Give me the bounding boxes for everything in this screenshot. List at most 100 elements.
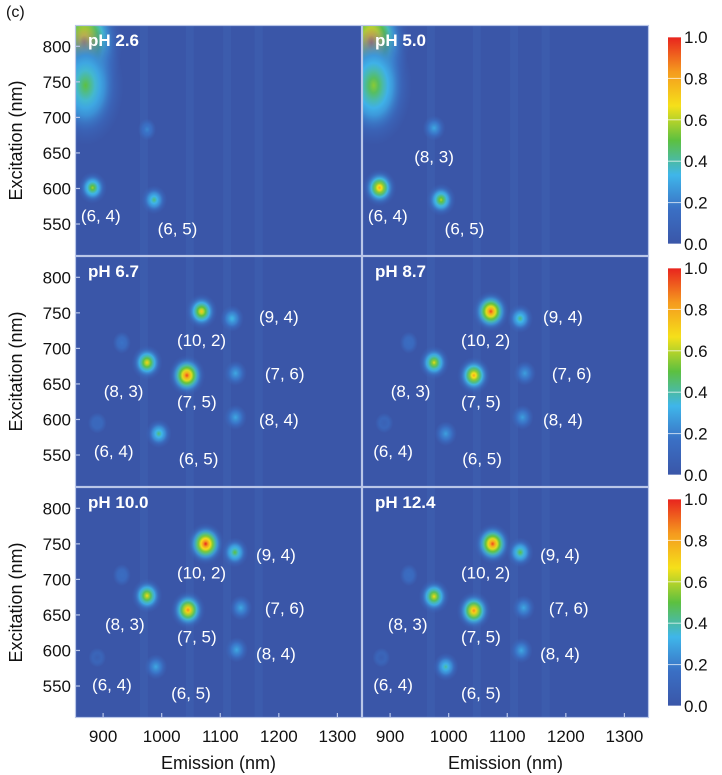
- colorbar-tick-label: 1.0: [684, 28, 708, 47]
- panel-background: [75, 256, 362, 487]
- panel-pH-5-0: pH 5.0 (6, 4) (6, 5) (8, 3): [361, 24, 650, 257]
- colorbar-tick-label: 0.4: [684, 383, 708, 402]
- panel-background: [362, 487, 649, 718]
- peak-8-3: [418, 579, 450, 614]
- peak-label: (7, 5): [461, 393, 501, 412]
- peak-7-5: [168, 355, 206, 396]
- panel-background: [75, 487, 362, 718]
- peak-label: (8, 3): [104, 382, 144, 401]
- panel-border: [74, 486, 363, 719]
- panel-label: pH 12.4: [375, 493, 436, 512]
- panel-pH-10-0: pH 10.0 (10, 2) (9, 4) (8, 3) (7, 5) (7, 6) (8…: [74, 486, 363, 719]
- peak-label: (7, 6): [265, 364, 305, 383]
- peak-label: (6, 5): [462, 450, 502, 469]
- x-tick-label: 900: [376, 727, 404, 746]
- y-axis-label: Excitation (nm): [6, 542, 26, 662]
- peak-label: (9, 4): [543, 307, 583, 326]
- faint-feature: [399, 331, 418, 354]
- peak-label: (9, 4): [540, 546, 580, 565]
- panel-border: [361, 24, 650, 257]
- streak: [185, 25, 194, 256]
- peak-label: (7, 6): [265, 599, 305, 618]
- peak-label: (6, 4): [373, 442, 413, 461]
- streak: [541, 256, 550, 487]
- streak: [541, 25, 550, 256]
- panel-border: [361, 486, 650, 719]
- figure-tag: (c): [6, 4, 25, 21]
- colorbar-tick-label: 0.8: [684, 531, 708, 550]
- scatter-glow: [362, 25, 412, 146]
- peak-8-4: [224, 404, 247, 430]
- peak-label: (7, 6): [549, 599, 589, 618]
- peak-7-6: [224, 360, 247, 386]
- peak-label: (7, 5): [177, 393, 217, 412]
- x-tick-label: 900: [89, 727, 117, 746]
- y-tick-label: 550: [43, 677, 71, 696]
- y-tick-label: 650: [43, 375, 71, 394]
- colorbar-tick-label: 0.2: [684, 425, 708, 444]
- peak-7-6: [512, 595, 535, 621]
- x-tick-label: 1300: [318, 727, 356, 746]
- peak-label: (7, 5): [177, 627, 217, 646]
- streak: [510, 25, 519, 256]
- colorbar-tick-label: 0.2: [684, 656, 708, 675]
- streak: [254, 256, 263, 487]
- streak: [223, 25, 232, 256]
- peak-label: (9, 4): [259, 307, 299, 326]
- peak-7-6: [229, 595, 253, 621]
- peak-label: (8, 3): [388, 615, 428, 634]
- colorbars: 1.0 0.8 0.6 0.4 0.2 0.0 1.0 0.8 0.6 0.4 0.2 0.0 1.0 0…: [668, 28, 708, 716]
- panel-pH-2-6: pH 2.6 (6, 4) (6, 5): [74, 24, 363, 257]
- y-tick-label: 550: [43, 446, 71, 465]
- peak-label: (10, 2): [177, 563, 226, 582]
- peak-8-4: [511, 404, 534, 430]
- peak-9-4: [221, 537, 249, 568]
- peak-6-4: [362, 169, 397, 207]
- peak-8-3: [131, 578, 163, 613]
- colorbar: [668, 499, 681, 706]
- colorbar-tick-label: 0.6: [684, 573, 708, 592]
- peak-6-4: [375, 413, 394, 433]
- peak-6-5: [144, 654, 168, 680]
- x-axis-label: Emission (nm): [448, 753, 563, 773]
- x-tick-label: 1200: [547, 727, 585, 746]
- peak-label: (6, 4): [92, 676, 132, 695]
- y-tick-label: 750: [43, 535, 71, 554]
- x-tick-label: 1000: [430, 727, 468, 746]
- colorbar-tick-label: 0.6: [684, 111, 708, 130]
- peak-6-5: [141, 185, 168, 215]
- x-tick-label: 1200: [260, 727, 298, 746]
- panel-pH-8-7: pH 8.7 (10, 2) (9, 4) (8, 3) (7, 5) (7, 6) (8,…: [361, 255, 650, 488]
- colorbar-tick-label: 0.0: [684, 466, 708, 485]
- peak-8-3: [422, 115, 446, 141]
- peak-6-5: [433, 652, 459, 681]
- peak-6-5: [426, 183, 456, 217]
- peak-label: (8, 3): [391, 382, 431, 401]
- peak-label: (8, 3): [105, 615, 145, 634]
- panel-background: [362, 256, 649, 487]
- x-tick-label: 1300: [605, 727, 643, 746]
- peak-label: (6, 5): [445, 219, 485, 238]
- peak-9-4: [507, 304, 534, 333]
- colorbar: [668, 37, 681, 244]
- y-tick-label: 750: [43, 304, 71, 323]
- peak-label: (7, 5): [461, 627, 501, 646]
- colorbar-tick-label: 1.0: [684, 490, 708, 509]
- peak-label: (8, 4): [259, 410, 299, 429]
- colorbar-tick-label: 0.6: [684, 342, 708, 361]
- peak-6-4: [88, 647, 107, 668]
- y-tick-label: 700: [43, 339, 71, 358]
- y-tick-label: 750: [43, 73, 71, 92]
- panel-border: [361, 255, 650, 488]
- peak-label: (6, 4): [368, 206, 408, 225]
- colorbar-tick-label: 0.2: [684, 194, 708, 213]
- y-tick-label: 600: [43, 410, 71, 429]
- panel-border: [74, 255, 363, 488]
- panel-label: pH 5.0: [375, 31, 426, 50]
- streak: [426, 25, 435, 256]
- panel-background: [362, 25, 649, 256]
- peak-7-6: [513, 360, 536, 386]
- peak-6-4: [78, 171, 107, 204]
- y-axis-label: Excitation (nm): [6, 311, 26, 431]
- peak-7-5: [457, 356, 491, 395]
